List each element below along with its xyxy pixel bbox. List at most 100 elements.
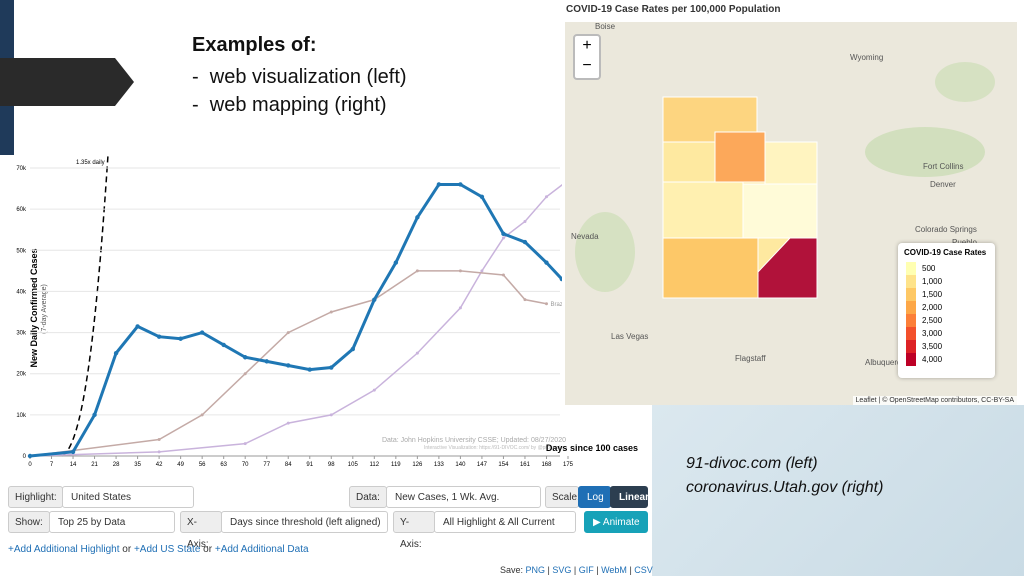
x-tick-label: 175 xyxy=(563,462,574,468)
data-point xyxy=(415,351,419,355)
x-tick-label: 84 xyxy=(285,462,292,468)
link[interactable]: +Add Additional Highlight xyxy=(8,544,120,555)
x-tick-label: 70 xyxy=(242,462,249,468)
legend-label: 3,500 xyxy=(922,342,943,351)
data-point xyxy=(372,388,376,392)
data-point xyxy=(329,365,334,370)
data-point xyxy=(286,363,291,368)
data-point xyxy=(350,346,355,352)
x-tick-label: 112 xyxy=(370,462,380,468)
scale-button[interactable]: Linear xyxy=(610,486,649,508)
legend-swatch xyxy=(906,314,916,327)
y-axis-label: New Daily Confirmed Cases xyxy=(29,248,39,367)
y-tick-label: 20k xyxy=(16,372,27,378)
data-point xyxy=(113,350,119,356)
data-select[interactable]: New Cases, 1 Wk. Avg. xyxy=(386,486,541,508)
legend-item: 2,500 xyxy=(898,314,995,327)
data-point xyxy=(501,273,505,277)
place-label: Denver xyxy=(930,180,956,189)
data-point xyxy=(92,412,97,418)
bullet-marker: - xyxy=(192,94,199,116)
label: X-Axis: xyxy=(180,511,222,550)
bullet-text: web mapping (right) xyxy=(209,94,387,116)
place-label: Colorado Springs xyxy=(915,225,977,234)
data-point xyxy=(264,359,269,364)
place-label: Nevada xyxy=(571,232,599,241)
legend-swatch xyxy=(906,262,916,275)
data-point xyxy=(544,302,548,306)
legend-label: 2,500 xyxy=(922,316,943,325)
source-note: Data: John Hopkins University CSSE; Upda… xyxy=(382,437,566,444)
reference-label: 1.35x daily xyxy=(76,160,105,166)
legend-item: 1,000 xyxy=(898,275,995,288)
save-link[interactable]: PNG xyxy=(525,565,546,575)
yaxis-select[interactable]: All Highlight & All Current xyxy=(434,511,576,533)
legend-swatch xyxy=(906,275,916,288)
animate-button[interactable]: ▶ Animate xyxy=(584,511,648,533)
data-point xyxy=(523,219,527,223)
bullet-list: - web visualization (left) - web mapping… xyxy=(192,63,407,119)
legend-item: 2,000 xyxy=(898,301,995,314)
y-tick-label: 40k xyxy=(16,289,27,295)
x-tick-label: 161 xyxy=(520,462,531,468)
legend-item: 3,000 xyxy=(898,327,995,340)
place-label: Albuquerque xyxy=(865,358,911,367)
data-point xyxy=(243,442,247,446)
x-tick-label: 98 xyxy=(328,462,335,468)
data-point xyxy=(286,331,290,335)
save-links: Save: PNG | SVG | GIF | WebM | CSV xyxy=(500,565,653,575)
place-label: Wyoming xyxy=(850,53,884,62)
label: Data: xyxy=(349,486,387,508)
legend-item: 3,500 xyxy=(898,340,995,353)
data-point xyxy=(415,269,419,273)
map-panel: COVID-19 Case Rates per 100,000 Populati… xyxy=(562,0,1020,405)
data-point xyxy=(329,310,333,314)
bullet-marker: - xyxy=(192,66,199,88)
label: Scale: xyxy=(545,486,580,508)
x-tick-label: 77 xyxy=(263,462,270,468)
scale-button[interactable]: Log xyxy=(578,486,611,508)
zoom-in-button[interactable]: + xyxy=(582,37,592,54)
data-point xyxy=(393,260,399,265)
x-tick-label: 63 xyxy=(220,462,227,468)
bullet-text: web visualization (left) xyxy=(209,66,407,88)
x-tick-label: 56 xyxy=(199,462,206,468)
save-link[interactable]: CSV xyxy=(634,565,653,575)
x-tick-label: 28 xyxy=(113,462,120,468)
legend-label: 1,000 xyxy=(922,277,943,286)
legend-swatch xyxy=(906,301,916,314)
save-link[interactable]: GIF xyxy=(578,565,594,575)
link[interactable]: +Add Additional Data xyxy=(214,544,309,555)
x-tick-label: 119 xyxy=(391,462,401,468)
legend-swatch xyxy=(906,327,916,340)
data-point xyxy=(415,215,420,220)
series-line xyxy=(29,270,547,457)
data-point xyxy=(458,269,462,273)
legend-item: 4,000 xyxy=(898,353,995,366)
data-point xyxy=(372,297,377,302)
x-tick-label: 21 xyxy=(91,462,98,468)
legend-swatch xyxy=(906,288,916,301)
x-tick-label: 0 xyxy=(28,462,32,468)
save-link[interactable]: SVG xyxy=(552,565,572,575)
legend-label: 500 xyxy=(922,264,936,273)
xaxis-select[interactable]: Days since threshold (left aligned) xyxy=(221,511,388,533)
save-label: Save: xyxy=(500,565,524,575)
zoom-control: + − xyxy=(573,34,601,80)
data-point xyxy=(243,355,248,360)
save-link[interactable]: WebM xyxy=(601,565,627,575)
legend-swatch xyxy=(906,353,916,366)
highlight-select[interactable]: United States xyxy=(62,486,194,508)
link[interactable]: +Add US State xyxy=(133,544,201,555)
place-label: Flagstaff xyxy=(735,354,766,363)
caption: 91-divoc.com (left) coronavirus.Utah.gov… xyxy=(686,452,883,500)
y-tick-label: 30k xyxy=(16,331,27,337)
y-tick-label: 0 xyxy=(23,454,27,460)
link-separator: or xyxy=(203,544,213,555)
x-tick-label: 49 xyxy=(177,462,184,468)
y-tick-label: 10k xyxy=(16,413,27,419)
show-select[interactable]: Top 25 by Data xyxy=(49,511,175,533)
zoom-out-button[interactable]: − xyxy=(582,57,592,74)
legend-item: 1,500 xyxy=(898,288,995,301)
data-point xyxy=(200,413,204,417)
